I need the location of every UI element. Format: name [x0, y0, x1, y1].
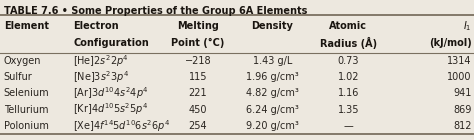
- Text: Sulfur: Sulfur: [4, 72, 33, 82]
- Text: Radius (Å): Radius (Å): [320, 37, 377, 49]
- Text: Selenium: Selenium: [4, 88, 49, 98]
- Text: Atomic: Atomic: [329, 21, 367, 31]
- Text: Element: Element: [4, 21, 49, 31]
- Text: 221: 221: [189, 88, 207, 98]
- Text: Point (°C): Point (°C): [171, 38, 225, 48]
- Text: Electron: Electron: [73, 21, 119, 31]
- Text: [Ar]3$d^{10}$4$s^2$4$p^4$: [Ar]3$d^{10}$4$s^2$4$p^4$: [73, 86, 149, 101]
- Text: Oxygen: Oxygen: [4, 56, 41, 66]
- Text: $\mathit{I}_1$: $\mathit{I}_1$: [463, 19, 472, 33]
- Text: 869: 869: [453, 105, 472, 115]
- Text: [He]2$s^2$2$p^4$: [He]2$s^2$2$p^4$: [73, 53, 129, 69]
- Text: 1000: 1000: [447, 72, 472, 82]
- Text: 6.24 g/cm³: 6.24 g/cm³: [246, 105, 299, 115]
- Text: 1314: 1314: [447, 56, 472, 66]
- Text: 1.96 g/cm³: 1.96 g/cm³: [246, 72, 299, 82]
- Text: Polonium: Polonium: [4, 121, 49, 131]
- Text: 0.73: 0.73: [337, 56, 359, 66]
- Text: Configuration: Configuration: [73, 38, 149, 48]
- Text: −218: −218: [184, 56, 211, 66]
- Text: [Xe]4$f^{14}$5$d^{10}$6$s^2$6$p^4$: [Xe]4$f^{14}$5$d^{10}$6$s^2$6$p^4$: [73, 118, 171, 134]
- Text: [Ne]3$s^2$3$p^4$: [Ne]3$s^2$3$p^4$: [73, 69, 129, 85]
- Text: (kJ/mol): (kJ/mol): [429, 38, 472, 48]
- Text: Melting: Melting: [177, 21, 219, 31]
- Text: 1.43 g/L: 1.43 g/L: [253, 56, 292, 66]
- Text: 1.16: 1.16: [337, 88, 359, 98]
- Text: TABLE 7.6 • Some Properties of the Group 6A Elements: TABLE 7.6 • Some Properties of the Group…: [4, 6, 307, 16]
- Text: 1.02: 1.02: [337, 72, 359, 82]
- Text: 4.82 g/cm³: 4.82 g/cm³: [246, 88, 299, 98]
- Text: Density: Density: [252, 21, 293, 31]
- Text: 812: 812: [453, 121, 472, 131]
- Text: 450: 450: [189, 105, 207, 115]
- Text: 254: 254: [189, 121, 207, 131]
- Text: 115: 115: [189, 72, 207, 82]
- Text: —: —: [344, 121, 353, 131]
- Text: 1.35: 1.35: [337, 105, 359, 115]
- Text: 9.20 g/cm³: 9.20 g/cm³: [246, 121, 299, 131]
- Text: Tellurium: Tellurium: [4, 105, 48, 115]
- Text: [Kr]4$d^{10}$5$s^2$5$p^4$: [Kr]4$d^{10}$5$s^2$5$p^4$: [73, 102, 149, 117]
- Text: 941: 941: [453, 88, 472, 98]
